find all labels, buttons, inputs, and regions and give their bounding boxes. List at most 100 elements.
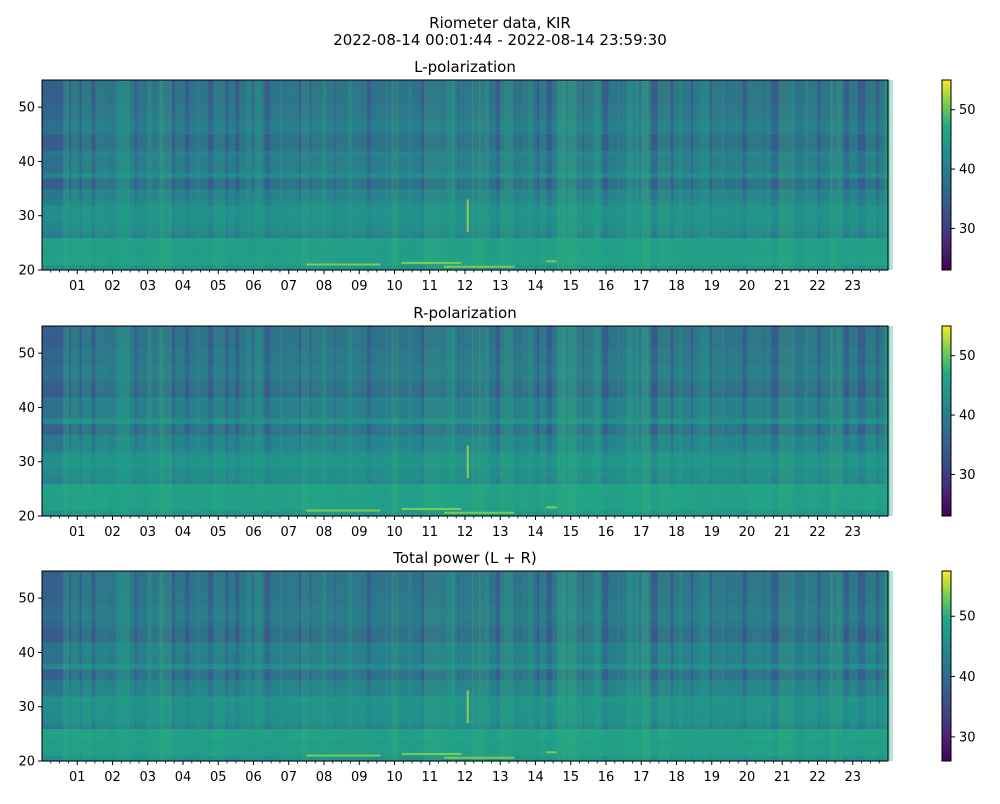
x-tick-label: 03: [139, 525, 156, 540]
x-tick-label: 06: [245, 525, 262, 540]
heatmap-stripe: [865, 80, 877, 270]
heatmap-stripe: [136, 80, 152, 270]
heatmap-band: [42, 226, 888, 233]
heatmap-image: [42, 571, 893, 762]
heatmap-stripe: [213, 326, 226, 516]
heatmap-stripe: [121, 80, 135, 270]
heatmap-streak: [306, 509, 381, 512]
x-tick-label: 19: [703, 770, 720, 785]
heatmap-stripe: [500, 326, 514, 516]
x-tick-label: 19: [703, 525, 720, 540]
heatmap-streak: [401, 261, 462, 264]
heatmap-band: [42, 139, 888, 146]
x-tick-label: 18: [668, 279, 685, 294]
heatmap-stripe: [754, 326, 764, 516]
heatmap-stripe: [699, 80, 711, 270]
heatmap-band: [42, 232, 888, 239]
heatmap-stripe: [865, 571, 877, 761]
heatmap-stripe: [423, 80, 440, 270]
heatmap-band: [42, 248, 888, 255]
heatmap-stripe: [70, 80, 80, 270]
x-tick-label: 18: [668, 770, 685, 785]
heatmap-stripe: [398, 80, 412, 270]
heatmap-stripe: [423, 326, 440, 516]
x-tick-label: 03: [139, 770, 156, 785]
heatmap-stripe: [439, 80, 456, 270]
panel-1: L-polarization 20 30 40 50 01 02 03 04 05 06 07 08 09…: [18, 58, 975, 294]
heatmap-band: [42, 450, 888, 457]
heatmap-stripe: [147, 80, 164, 270]
heatmap-stripe: [70, 326, 80, 516]
colorbar-tick-label: 30: [959, 222, 976, 237]
heatmap-stripe: [335, 80, 352, 270]
heatmap-stripe: [300, 571, 310, 761]
heatmap-band: [42, 647, 888, 654]
x-tick-label: 02: [104, 770, 121, 785]
heatmap-stripe: [608, 80, 619, 270]
x-tick-label: 09: [351, 279, 368, 294]
heatmap-band: [42, 347, 888, 354]
heatmap-stripe: [310, 80, 327, 270]
x-tick-label: 19: [703, 279, 720, 294]
heatmap-band: [42, 723, 888, 730]
x-tick-label: 14: [527, 279, 544, 294]
heatmap-stripe: [746, 80, 756, 270]
heatmap-stripe: [335, 571, 352, 761]
heatmap-band: [42, 407, 888, 414]
heatmap-stripe: [478, 326, 490, 516]
panel-title: Total power (L + R): [392, 549, 537, 567]
heatmap-stripe: [692, 571, 710, 761]
heatmap-stripe: [471, 571, 481, 761]
heatmap-band: [42, 609, 888, 616]
heatmap-band: [42, 571, 888, 578]
heatmap-band: [42, 90, 888, 97]
heatmap-stripe: [617, 571, 634, 761]
heatmap-band: [42, 440, 888, 447]
heatmap-stripe: [500, 571, 514, 761]
x-tick-label: 11: [421, 279, 438, 294]
heatmap-stripe: [735, 80, 743, 270]
heatmap-band: [42, 194, 888, 201]
x-tick-label: 02: [104, 279, 121, 294]
heatmap-stripe: [270, 326, 283, 516]
heatmap-stripe: [552, 571, 567, 761]
heatmap-stripe: [754, 571, 764, 761]
heatmap-spike: [466, 199, 469, 232]
heatmap-stripe: [451, 80, 459, 270]
heatmap-stripe: [673, 326, 682, 516]
heatmap-stripe: [562, 80, 577, 270]
heatmap-stripe: [679, 80, 691, 270]
heatmap-stripe: [657, 326, 671, 516]
x-tick-label: 12: [457, 279, 474, 294]
heatmap-stripe: [228, 571, 236, 761]
heatmap-stripe: [385, 571, 393, 761]
heatmap-stripe: [471, 326, 481, 516]
heatmap-stripe: [804, 571, 818, 761]
x-tick-label: 16: [598, 279, 615, 294]
heatmap-stripe: [764, 80, 772, 270]
x-tick-label: 10: [386, 525, 403, 540]
heatmap-band: [42, 695, 888, 702]
x-tick-label: 09: [351, 525, 368, 540]
heatmap-stripe: [116, 326, 131, 516]
heatmap-band: [42, 706, 888, 713]
heatmap-stripe: [357, 80, 367, 270]
x-tick-label: 21: [774, 525, 791, 540]
heatmap-band: [42, 461, 888, 468]
x-tick-label: 03: [139, 279, 156, 294]
heatmap-stripe: [63, 80, 70, 270]
heatmap-band: [42, 204, 888, 211]
colorbar-tick-label: 40: [959, 670, 976, 685]
heatmap-stripe: [641, 80, 651, 270]
heatmap-streak: [401, 752, 462, 755]
heatmap-band: [42, 712, 888, 719]
x-tick-label: 11: [421, 770, 438, 785]
heatmap-stripe: [228, 80, 236, 270]
heatmap-band: [42, 242, 888, 249]
heatmap-band: [42, 429, 888, 436]
heatmap-stripe: [189, 326, 200, 516]
heatmap-stripe: [829, 571, 843, 761]
heatmap-stripe: [504, 80, 521, 270]
heatmap-streak: [546, 751, 557, 754]
